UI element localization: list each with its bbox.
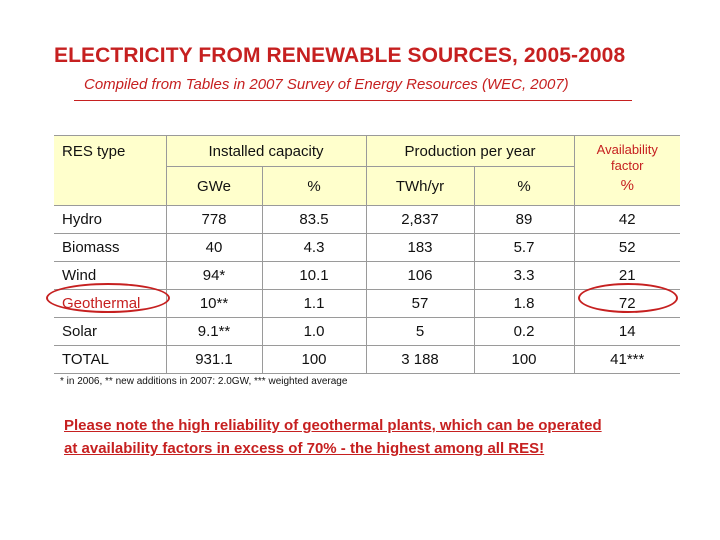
row-gwe: 94* [165,261,262,290]
header-production-pct: % [473,166,574,206]
header-production-per-year: Production per year [365,135,574,167]
row-production-pct: 1.8 [473,289,574,318]
row-production-pct: 0.2 [473,317,574,346]
row-availability: 42 [573,205,680,234]
row-twh: 106 [365,261,474,290]
header-res-type: RES type [54,135,166,206]
header-twh-yr: TWh/yr [365,166,474,206]
title-underline [74,100,632,101]
table-footnote: * in 2006, ** new additions in 2007: 2.0… [60,376,348,387]
row-twh: 183 [365,233,474,262]
slide-title: ELECTRICITY FROM RENEWABLE SOURCES, 2005… [54,44,626,67]
row-availability: 41*** [573,345,680,374]
row-name: TOTAL [54,345,166,374]
table-row: Hydro 778 83.5 2,837 89 42 [54,205,680,234]
row-production-pct: 100 [473,345,574,374]
row-availability: 14 [573,317,680,346]
availability-unit: % [620,177,634,194]
availability-label-line2: factor [610,158,644,173]
note-line-2: at availability factors in excess of 70%… [64,440,545,457]
row-gwe: 778 [165,205,262,234]
row-gwe: 40 [165,233,262,262]
row-capacity-pct: 1.1 [261,289,366,318]
header-gwe: GWe [165,166,262,206]
row-gwe: 9.1** [165,317,262,346]
table-row: Biomass 40 4.3 183 5.7 52 [54,233,680,262]
reliability-note: Please note the high reliability of geot… [64,414,664,460]
note-line-1: Please note the high reliability of geot… [64,417,602,434]
row-gwe: 931.1 [165,345,262,374]
row-capacity-pct: 10.1 [261,261,366,290]
header-row-2: GWe % TWh/yr % [54,166,680,206]
row-twh: 3 188 [365,345,474,374]
header-installed-capacity: Installed capacity [165,135,366,167]
geothermal-highlight-ellipse [46,283,170,313]
row-twh: 57 [365,289,474,318]
header-capacity-pct: % [261,166,366,206]
availability-label-line1: Availability [596,142,658,157]
row-production-pct: 5.7 [473,233,574,262]
table-row: Solar 9.1** 1.0 5 0.2 14 [54,317,680,346]
availability-highlight-ellipse [578,283,678,313]
table-row-total: TOTAL 931.1 100 3 188 100 41*** [54,345,680,374]
row-name: Hydro [54,205,166,234]
row-availability: 52 [573,233,680,262]
header-row-1: RES type Installed capacity Production p… [54,135,680,206]
row-capacity-pct: 4.3 [261,233,366,262]
row-capacity-pct: 100 [261,345,366,374]
row-name: Solar [54,317,166,346]
row-gwe: 10** [165,289,262,318]
row-name: Biomass [54,233,166,262]
row-twh: 2,837 [365,205,474,234]
row-production-pct: 89 [473,205,574,234]
row-twh: 5 [365,317,474,346]
slide-subtitle: Compiled from Tables in 2007 Survey of E… [84,76,569,93]
row-capacity-pct: 83.5 [261,205,366,234]
renewables-table: RES type Installed capacity Production p… [54,135,680,374]
row-capacity-pct: 1.0 [261,317,366,346]
row-production-pct: 3.3 [473,261,574,290]
header-availability-factor: Availability factor % [573,135,680,206]
table-row: Wind 94* 10.1 106 3.3 21 [54,261,680,290]
